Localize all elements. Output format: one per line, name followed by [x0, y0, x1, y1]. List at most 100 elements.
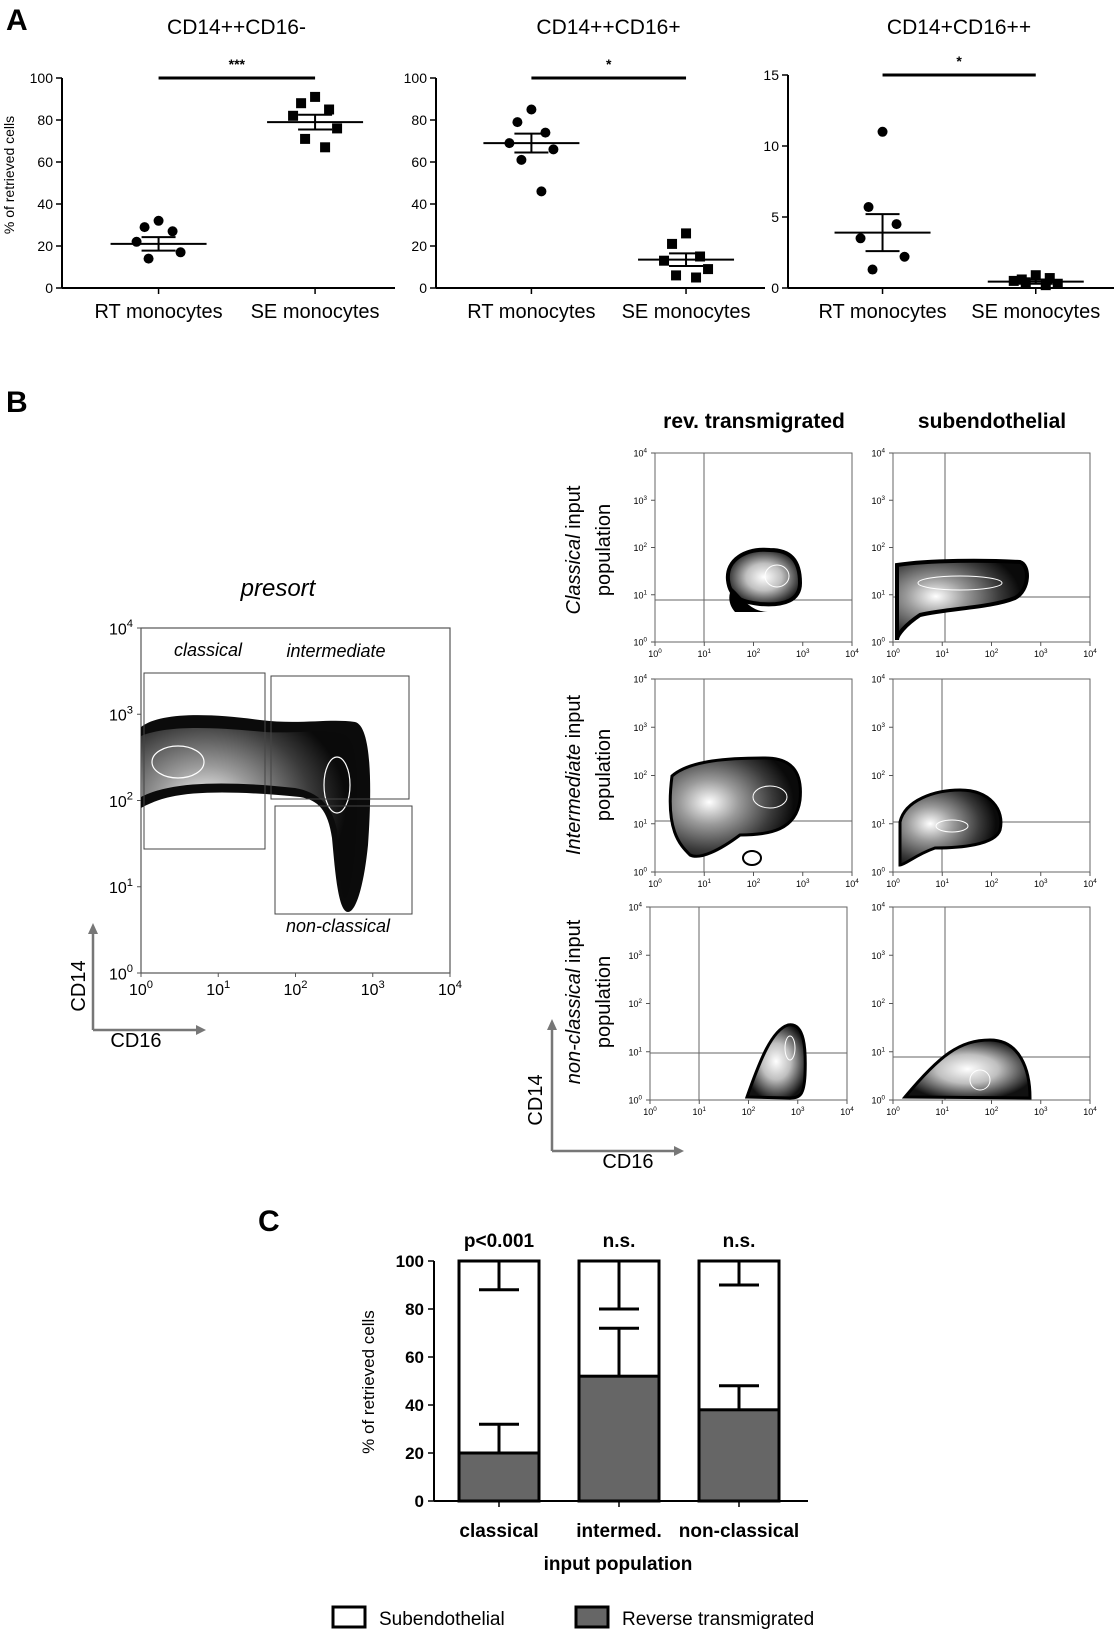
gate-intermediate: [270, 675, 410, 800]
intermediate-rt-y-tick-label: 103: [633, 722, 647, 733]
presort-x-arrowhead: [196, 1025, 206, 1035]
data-point: [1020, 277, 1031, 288]
flow-plot-intermediate-rt: [654, 678, 853, 873]
legend-swatch-reverse-transmigrated: [574, 1605, 610, 1629]
data-point: [504, 138, 515, 149]
nonclassical-rt-y-tick-exp: 0: [638, 1095, 642, 1102]
nonclassical-se-y-tick-exp: 2: [881, 998, 885, 1005]
y-tick-label: 60: [411, 154, 427, 170]
data-point: [296, 98, 307, 109]
intermediate-rt-x-tick-label: 100: [648, 878, 662, 889]
classical-se-x-tick-exp: 2: [995, 648, 999, 655]
panel-c-annotation: n.s.: [723, 1231, 756, 1252]
presort-x-tick-exp: 3: [379, 979, 385, 991]
classical-se-x-tick-label: 100: [886, 648, 900, 659]
classical-rt-x-tick-label: 101: [697, 648, 711, 659]
y-tick-label: 40: [37, 196, 53, 212]
intermediate-se-y-tick-exp: 3: [881, 722, 885, 729]
row-label-intermediate-rest: input: [563, 695, 585, 744]
grid-y-arrowhead: [547, 1019, 557, 1030]
classical-rt-x-tick-exp: 2: [757, 648, 761, 655]
classical-se-y-tick-label: 101: [871, 589, 885, 600]
nonclassical-se-y-tick-exp: 1: [881, 1046, 885, 1053]
bar-reverse-transmigrated: [697, 1408, 781, 1503]
intermediate-rt-x-tick-label: 104: [845, 878, 859, 889]
nonclassical-se-x-tick-label: 101: [935, 1106, 949, 1117]
row-label-intermediate-italic: Intermediate: [563, 744, 585, 855]
data-point: [167, 226, 178, 237]
panel-label-b: B: [6, 386, 28, 419]
data-point: [131, 236, 142, 247]
presort-y-tick-label: 101: [109, 877, 133, 897]
presort-y-tick-label: 102: [109, 791, 133, 811]
svg-text:non-classical input: non-classical input: [563, 919, 585, 1084]
intermediate-se-x-tick-exp: 2: [995, 878, 999, 885]
flow-plot-classical-se: [892, 452, 1091, 643]
y-tick-label: 20: [37, 238, 53, 254]
data-point: [153, 215, 164, 226]
presort-x-tick-label: 102: [283, 979, 307, 999]
intermediate-rt-y-tick-label: 100: [633, 867, 647, 878]
col-header-rev-transmigrated: rev. transmigrated: [663, 410, 845, 433]
intermediate-se-x-tick-exp: 0: [896, 878, 900, 885]
data-point: [1044, 273, 1055, 284]
y-tick-label: 20: [411, 238, 427, 254]
x-tick-label: RT monocytes: [94, 301, 222, 323]
presort-density-mid: [141, 728, 358, 898]
classical-rt-x-tick-exp: 3: [806, 648, 810, 655]
presort-y-tick-label: 100: [109, 963, 133, 983]
intermediate-rt-x-tick-label: 102: [747, 878, 761, 889]
classical-se-y-tick-exp: 1: [881, 589, 885, 596]
svg-text:Classical input: Classical input: [563, 485, 585, 614]
data-point: [1030, 270, 1041, 281]
classical-rt-x-tick-label: 103: [796, 648, 810, 659]
intermediate-se-y-tick-exp: 0: [881, 867, 885, 874]
significance-label: *: [606, 56, 612, 72]
intermediate-se-x-tick-exp: 1: [946, 878, 950, 885]
intermediate-rt-y-tick-label: 102: [633, 770, 647, 781]
data-point: [1052, 278, 1063, 289]
data-point: [877, 126, 888, 137]
nonclassical-rt-y-tick-label: 101: [628, 1046, 642, 1057]
nonclassical-se-y-tick-label: 100: [871, 1095, 885, 1106]
classical-rt-y-tick-exp: 2: [643, 542, 647, 549]
classical-se-y-tick-exp: 4: [881, 448, 885, 455]
panel-c-x-tick-label: intermed.: [576, 1521, 662, 1542]
panel-c-annotation: n.s.: [603, 1231, 636, 1252]
y-tick-label: 60: [37, 154, 53, 170]
classical-rt-y-tick-label: 103: [633, 495, 647, 506]
data-point: [867, 264, 878, 275]
classical-rt-x-tick-exp: 4: [855, 648, 859, 655]
data-point: [667, 238, 678, 249]
data-point: [1040, 280, 1051, 291]
nonclassical-rt-x-tick-label: 103: [791, 1106, 805, 1117]
data-point: [671, 270, 682, 281]
plot-title: CD14++CD16+: [536, 16, 680, 39]
x-tick-label: RT monocytes: [467, 301, 595, 323]
data-point: [300, 133, 311, 144]
data-point: [516, 154, 527, 165]
intermediate-rt-y-tick-exp: 4: [643, 674, 647, 681]
row-label-non-classical-rest: input: [563, 919, 585, 968]
panel-c-x-tick-label: non-classical: [679, 1521, 799, 1542]
nonclassical-rt-y-tick-label: 104: [628, 902, 642, 913]
presort-y-tick-exp: 3: [127, 704, 133, 716]
presort-title: presort: [240, 575, 317, 602]
bar-reverse-transmigrated: [457, 1451, 541, 1503]
classical-se-y-tick-exp: 0: [881, 637, 885, 644]
y-tick-label: 10: [763, 138, 779, 154]
presort-y-tick-label: 104: [109, 618, 133, 638]
data-point: [320, 142, 331, 153]
intermediate-se-x-tick-label: 103: [1034, 878, 1048, 889]
intermediate-rt-x-tick-exp: 2: [757, 878, 761, 885]
nonclassical-se-x-tick-label: 102: [985, 1106, 999, 1117]
flow-plot-nonclassical-rt: [649, 906, 848, 1101]
intermediate-se-y-tick-label: 104: [871, 674, 885, 685]
gate-label-classical: classical: [174, 640, 243, 660]
presort-x-tick-label: 101: [206, 979, 230, 999]
classical-rt-y-tick-exp: 3: [643, 495, 647, 502]
panel-c-y-tick-label: 80: [405, 1300, 424, 1319]
classical-se-x-tick-exp: 0: [896, 648, 900, 655]
data-point: [175, 247, 186, 258]
